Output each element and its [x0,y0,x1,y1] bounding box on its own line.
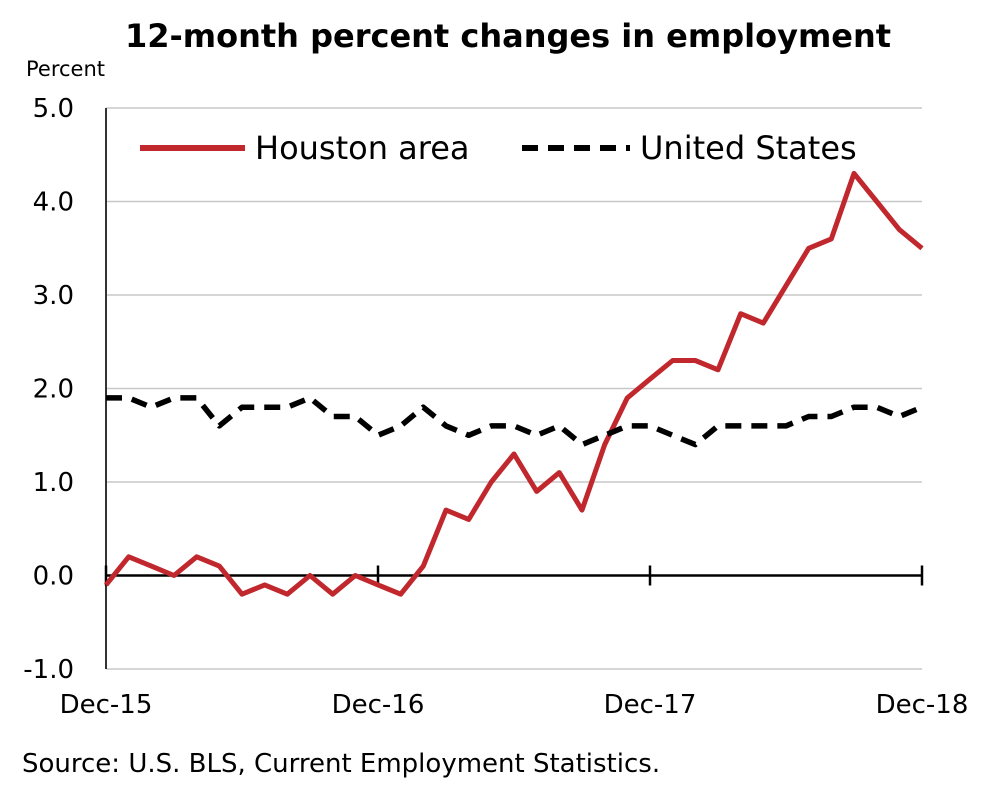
legend-label-us: United States [640,129,857,167]
y-tick-label: -1.0 [23,655,74,685]
y-tick-label: 1.0 [33,468,74,498]
series-layer [104,170,924,597]
legend-label-houston: Houston area [255,129,470,167]
y-tick-label: 2.0 [33,375,74,405]
legend: Houston area United States [140,129,857,167]
y-tick-labels: -1.0 0.0 1.0 2.0 3.0 4.0 5.0 [23,94,74,685]
y-tick-label: 4.0 [33,188,74,218]
y-axis-label: Percent [26,57,105,81]
x-tick-label: Dec-15 [60,690,153,720]
x-tick-label: Dec-16 [332,690,425,720]
chart-title: 12-month percent changes in employment [125,17,891,55]
x-tick-labels: Dec-15 Dec-16 Dec-17 Dec-18 [60,690,969,720]
y-tick-label: 0.0 [33,562,74,592]
x-tick-label: Dec-18 [876,690,969,720]
series-line-houston [104,170,924,597]
gridlines [106,107,922,670]
x-tick-label: Dec-17 [604,690,697,720]
axes [104,108,924,669]
series-line-us [106,395,924,448]
y-tick-label: 3.0 [33,281,74,311]
y-tick-label: 5.0 [33,94,74,124]
source-note: Source: U.S. BLS, Current Employment Sta… [22,749,660,779]
